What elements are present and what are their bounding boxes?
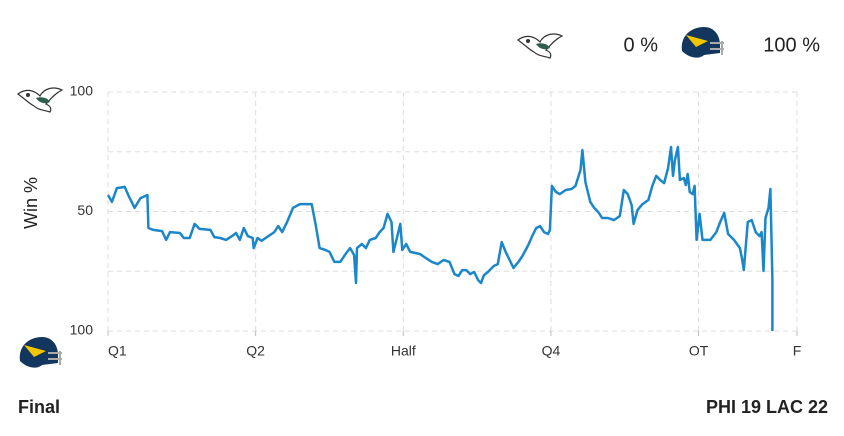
phi-win-pct: 0 % [624, 34, 659, 56]
x-tick-label: Q2 [246, 343, 265, 359]
team-logo-lac [680, 26, 725, 59]
x-tick-label: Half [391, 343, 416, 359]
y-axis-label: Win % [21, 177, 41, 229]
lac-win-pct: 100 % [763, 34, 820, 56]
x-tick-label: OT [689, 343, 709, 359]
game-status: Final [18, 397, 60, 417]
x-tick-label: Q1 [108, 343, 127, 359]
x-tick-label: Q4 [542, 343, 561, 359]
final-score: PHI 19 LAC 22 [706, 397, 828, 417]
axis-logo-phi [17, 87, 63, 113]
y-tick-label: 50 [77, 202, 93, 218]
y-tick-label: 100 [70, 322, 94, 338]
team-logo-phi [517, 33, 563, 59]
y-tick-label: 100 [70, 83, 94, 99]
plot-area: 100 50 100 Q1 Q2 Half Q4 OT F [70, 83, 802, 359]
x-tick-label: F [793, 343, 802, 359]
win-probability-line [106, 145, 774, 331]
axis-logo-lac [18, 336, 63, 369]
